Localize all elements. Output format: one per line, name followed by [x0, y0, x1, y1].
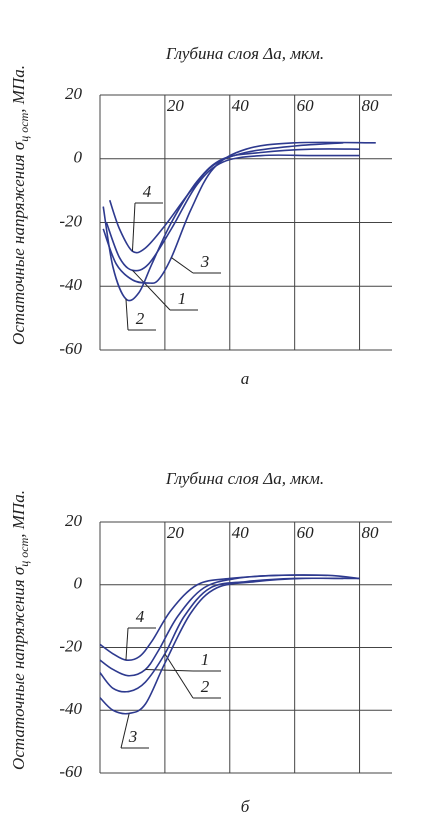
label-leader	[131, 202, 136, 252]
y-tick-label: 0	[74, 574, 83, 593]
y-label-end: , МПа.	[9, 490, 28, 538]
label-leader	[164, 653, 194, 699]
x-tick-label: 40	[232, 96, 250, 115]
y-label-main: Остаточные напряжения σ	[9, 566, 28, 770]
caption: б	[241, 797, 250, 816]
y-label-sub: ц ост	[17, 537, 31, 566]
y-tick-label: 0	[74, 148, 83, 167]
curve	[99, 574, 328, 662]
chart-title: Глубина слоя Δa, мкм.	[165, 469, 324, 488]
curve	[108, 142, 344, 254]
curve-label: 1	[201, 650, 210, 669]
y-axis-label: Остаточные напряжения σц ост, МПа.	[9, 490, 31, 770]
curve-label: 3	[128, 727, 138, 746]
label-leader	[125, 298, 129, 331]
y-label-end: , МПа.	[9, 65, 28, 113]
y-tick-label: -20	[59, 636, 82, 655]
curve	[99, 577, 360, 715]
x-tick-label: 40	[232, 523, 250, 542]
caption: а	[241, 369, 250, 388]
curve-label: 3	[200, 252, 210, 271]
label-leader	[132, 269, 171, 311]
curve-label: 2	[136, 309, 145, 328]
y-tick-label: -40	[59, 699, 82, 718]
y-tick-label: -60	[59, 762, 82, 781]
x-tick-label: 80	[362, 96, 380, 115]
curve	[102, 141, 376, 284]
label-leader	[171, 257, 194, 274]
curve	[102, 148, 360, 302]
x-tick-label: 80	[362, 523, 380, 542]
curve-label: 1	[178, 289, 187, 308]
curve-label: 4	[136, 607, 145, 626]
x-tick-label: 20	[167, 523, 185, 542]
y-tick-label: -20	[59, 211, 82, 230]
x-tick-label: 20	[167, 96, 185, 115]
y-label-main: Остаточные напряжения σ	[9, 141, 28, 345]
label-leader	[125, 627, 129, 661]
y-tick-label: 20	[65, 511, 83, 530]
label-leader	[145, 668, 194, 672]
y-label-sub: ц ост	[17, 112, 31, 141]
label-leader	[120, 713, 130, 749]
curve-label: 4	[143, 182, 152, 201]
chart-title: Глубина слоя Δa, мкм.	[165, 44, 324, 63]
y-tick-label: 20	[65, 84, 83, 103]
y-tick-label: -40	[59, 275, 82, 294]
curve	[105, 154, 360, 272]
y-tick-label: -60	[59, 339, 82, 358]
x-tick-label: 60	[297, 523, 315, 542]
curve-label: 2	[201, 677, 210, 696]
x-tick-label: 60	[297, 96, 315, 115]
y-axis-label: Остаточные напряжения σц ост, МПа.	[9, 65, 31, 345]
